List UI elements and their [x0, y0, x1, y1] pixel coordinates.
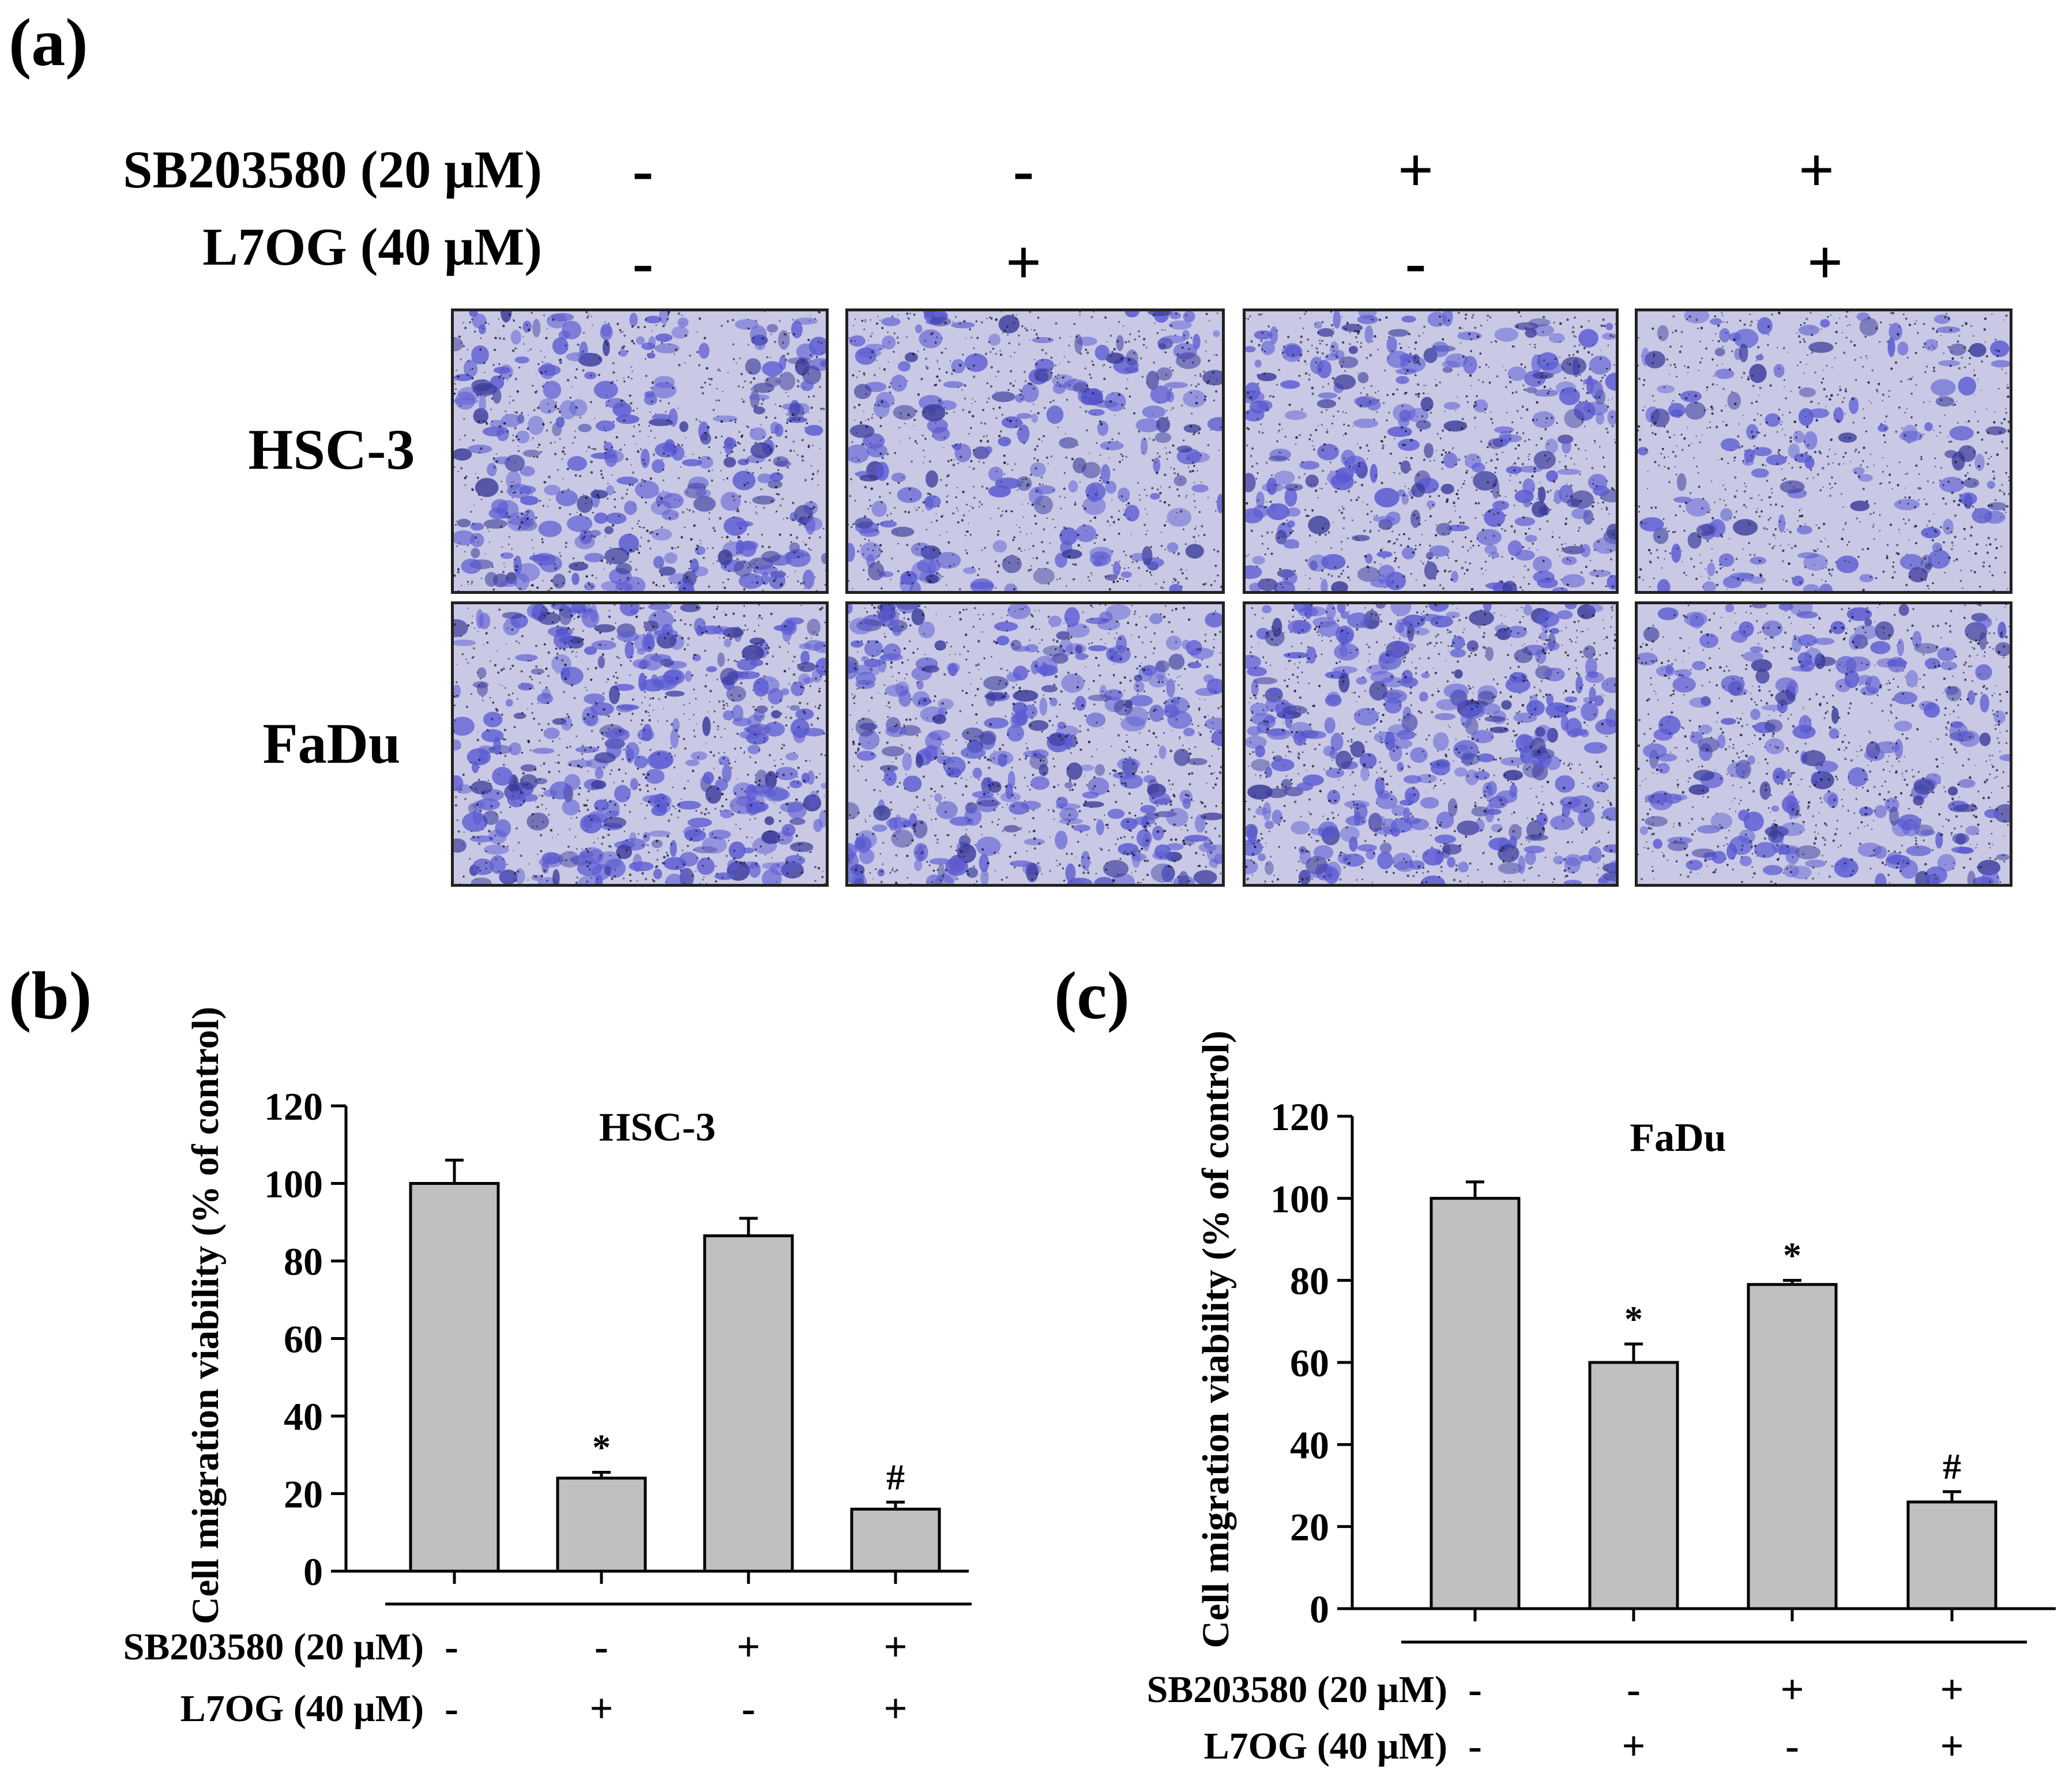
- condition-sign: -: [1627, 1666, 1641, 1712]
- condition-label: SB203580 (20 μM): [1147, 1669, 1447, 1711]
- y-axis-title: Cell migration viability (% of control): [185, 1007, 227, 1624]
- micrograph-fadu-3: [1243, 601, 1619, 887]
- bar-fadu-1: [1430, 1196, 1521, 1610]
- bar-fadu-4: [1906, 1500, 1997, 1610]
- y-tick-label: 100: [264, 1162, 323, 1206]
- condition-sign: -: [1468, 1666, 1482, 1712]
- micrograph-texture: [454, 604, 826, 884]
- micrograph-texture: [454, 311, 826, 591]
- row-label-fadu: FaDu: [262, 711, 401, 775]
- y-tick-label: 60: [284, 1317, 323, 1361]
- condition-sign: +: [883, 1685, 907, 1731]
- panel-a-l7og-sign-4: +: [1807, 227, 1844, 298]
- significance-mark: #: [1943, 1446, 1961, 1487]
- micrograph-hsc3-3: [1243, 308, 1619, 594]
- y-tick-label: 80: [284, 1240, 323, 1283]
- panel-a-l7og-sign-3: -: [1405, 227, 1427, 298]
- panel-a-sb-sign-1: -: [632, 135, 654, 205]
- micrograph-texture: [1638, 604, 2010, 884]
- y-tick-label: 20: [1290, 1505, 1329, 1549]
- condition-label: L7OG (40 μM): [1204, 1725, 1447, 1767]
- micrograph-texture: [1246, 311, 1616, 591]
- condition-sign: +: [1780, 1666, 1804, 1712]
- condition-sign: -: [1785, 1723, 1799, 1769]
- panel-a-sb-sign-4: +: [1798, 135, 1835, 205]
- micrograph-texture: [848, 604, 1222, 884]
- micrograph-hsc3-1: [451, 308, 829, 594]
- condition-sign: +: [1622, 1723, 1645, 1769]
- panel-c-label: (c): [1054, 958, 1130, 1033]
- significance-mark: *: [1624, 1298, 1643, 1339]
- micrograph-texture: [1638, 311, 2010, 591]
- condition-sign: +: [1940, 1666, 1963, 1712]
- condition-label: SB203580 (20 μM): [123, 1626, 424, 1668]
- condition-sign: +: [883, 1624, 907, 1670]
- condition-sign: -: [595, 1624, 608, 1670]
- condition-sign: -: [445, 1685, 458, 1731]
- panel-a-sb203580-label: SB203580 (20 μM): [123, 140, 542, 199]
- y-tick-label: 80: [1290, 1259, 1329, 1303]
- condition-sign: -: [1468, 1723, 1482, 1769]
- condition-sign: +: [1940, 1723, 1963, 1769]
- bar-hsc3-3: [703, 1234, 794, 1573]
- significance-mark: *: [592, 1427, 611, 1468]
- y-tick-label: 0: [303, 1550, 323, 1594]
- significance-mark: *: [1783, 1235, 1801, 1276]
- condition-sign: +: [736, 1624, 760, 1670]
- chart-title: HSC-3: [599, 1105, 716, 1150]
- micrograph-fadu-2: [845, 601, 1225, 887]
- y-tick-label: 40: [284, 1395, 323, 1439]
- micrograph-fadu-4: [1635, 601, 2012, 887]
- bar-fadu-2: [1588, 1361, 1679, 1610]
- bar-hsc3-4: [850, 1507, 941, 1573]
- panel-a-l7og-label: L7OG (40 μM): [202, 217, 542, 276]
- condition-sign: -: [742, 1685, 755, 1731]
- y-tick-label: 60: [1290, 1341, 1329, 1385]
- panel-a-sb-sign-3: +: [1397, 135, 1434, 205]
- micrograph-hsc3-4: [1635, 308, 2012, 594]
- bar-chart-hsc3: 0 20 40 60 80 100 120 Cell migration viability …: [123, 1007, 972, 1731]
- micrograph-texture: [848, 311, 1222, 591]
- panel-b-label: (b): [9, 958, 92, 1033]
- panel-a-l7og-sign-1: -: [632, 227, 654, 298]
- y-tick-label: 120: [264, 1085, 323, 1128]
- chart-title: FaDu: [1630, 1116, 1726, 1160]
- y-axis-title: Cell migration viability (% of control): [1195, 1030, 1237, 1648]
- panel-a-label: (a): [9, 5, 88, 80]
- row-label-hsc3: HSC-3: [248, 417, 415, 481]
- bar-hsc3-2: [556, 1477, 647, 1573]
- y-tick-label: 20: [284, 1473, 323, 1516]
- y-tick-label: 120: [1270, 1095, 1329, 1139]
- micrograph-texture: [1246, 604, 1616, 884]
- y-tick-label: 40: [1290, 1423, 1329, 1467]
- bar-hsc3-1: [409, 1182, 500, 1573]
- micrograph-hsc3-2: [845, 308, 1225, 594]
- y-tick-label: 0: [1310, 1587, 1329, 1631]
- significance-mark: #: [886, 1456, 905, 1497]
- micrograph-fadu-1: [451, 601, 829, 887]
- panel-a-sb-sign-2: -: [1013, 135, 1034, 205]
- panel-a-l7og-sign-2: +: [1005, 227, 1042, 298]
- y-tick-label: 100: [1270, 1177, 1329, 1221]
- condition-sign: -: [445, 1624, 458, 1670]
- bar-fadu-3: [1747, 1283, 1838, 1610]
- condition-sign: +: [589, 1685, 613, 1731]
- condition-label: L7OG (40 μM): [180, 1688, 424, 1730]
